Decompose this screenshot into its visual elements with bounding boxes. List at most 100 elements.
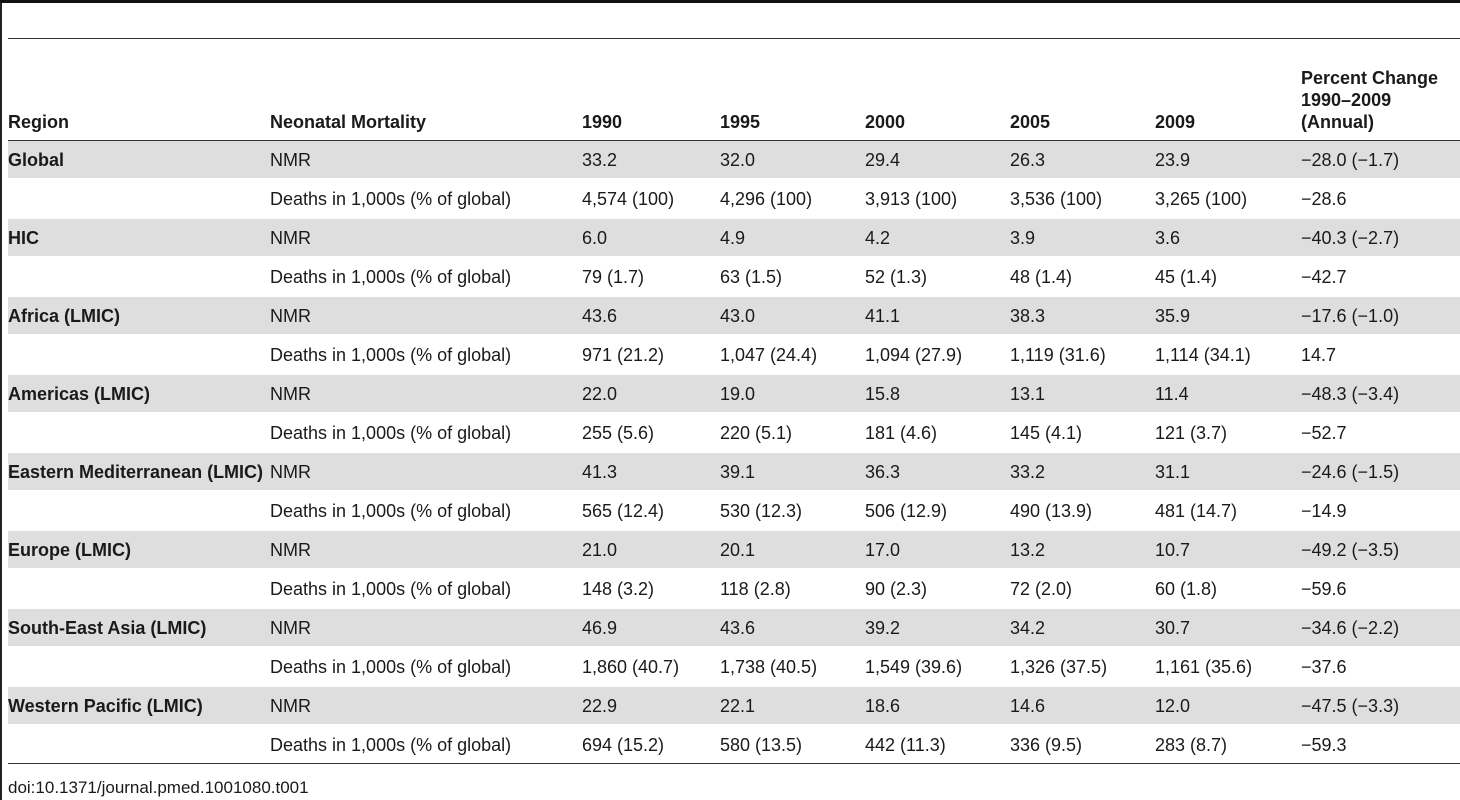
- metric-cell: NMR: [270, 140, 582, 180]
- value-2000-cell: 90 (2.3): [865, 569, 1010, 609]
- value-1990-cell: 22.0: [582, 374, 720, 414]
- value-2009-cell: 35.9: [1155, 296, 1301, 336]
- value-2009-cell: 121 (3.7): [1155, 413, 1301, 453]
- metric-cell: Deaths in 1,000s (% of global): [270, 413, 582, 453]
- table-body: Global NMR 33.2 32.0 29.4 26.3 23.9 −28.0 (−1.7…: [8, 140, 1460, 764]
- percent-change-cell: −28.6: [1301, 179, 1460, 219]
- table-row: Deaths in 1,000s (% of global) 148 (3.2) 1…: [8, 569, 1460, 609]
- value-1995-cell: 20.1: [720, 530, 865, 570]
- region-cell: South-East Asia (LMIC): [8, 608, 270, 648]
- region-cell: [8, 569, 270, 609]
- value-2000-cell: 506 (12.9): [865, 491, 1010, 531]
- percent-change-cell: −24.6 (−1.5): [1301, 452, 1460, 492]
- header-region: Region: [8, 38, 270, 141]
- value-2009-cell: 481 (14.7): [1155, 491, 1301, 531]
- table-row: Deaths in 1,000s (% of global) 79 (1.7) 63…: [8, 257, 1460, 297]
- value-2000-cell: 36.3: [865, 452, 1010, 492]
- value-1990-cell: 971 (21.2): [582, 335, 720, 375]
- metric-cell: NMR: [270, 608, 582, 648]
- region-cell: [8, 647, 270, 687]
- value-1990-cell: 565 (12.4): [582, 491, 720, 531]
- value-2000-cell: 442 (11.3): [865, 725, 1010, 764]
- table-container: Region Neonatal Mortality 1990 1995 2000…: [8, 38, 1460, 764]
- value-2009-cell: 3,265 (100): [1155, 179, 1301, 219]
- metric-cell: Deaths in 1,000s (% of global): [270, 647, 582, 687]
- metric-cell: Deaths in 1,000s (% of global): [270, 257, 582, 297]
- region-cell: [8, 491, 270, 531]
- percent-change-cell: −48.3 (−3.4): [1301, 374, 1460, 414]
- value-2009-cell: 23.9: [1155, 140, 1301, 180]
- value-2005-cell: 38.3: [1010, 296, 1155, 336]
- region-cell: HIC: [8, 218, 270, 258]
- table-row: Deaths in 1,000s (% of global) 971 (21.2)…: [8, 335, 1460, 375]
- top-rule: [0, 0, 1460, 3]
- value-1990-cell: 21.0: [582, 530, 720, 570]
- value-2005-cell: 1,326 (37.5): [1010, 647, 1155, 687]
- header-2009: 2009: [1155, 38, 1301, 141]
- value-2000-cell: 15.8: [865, 374, 1010, 414]
- value-1995-cell: 1,738 (40.5): [720, 647, 865, 687]
- header-2000: 2000: [865, 38, 1010, 141]
- value-2005-cell: 13.2: [1010, 530, 1155, 570]
- value-2005-cell: 26.3: [1010, 140, 1155, 180]
- region-cell: Europe (LMIC): [8, 530, 270, 570]
- value-1995-cell: 580 (13.5): [720, 725, 865, 764]
- value-2000-cell: 3,913 (100): [865, 179, 1010, 219]
- percent-change-cell: −28.0 (−1.7): [1301, 140, 1460, 180]
- metric-cell: NMR: [270, 218, 582, 258]
- value-2005-cell: 72 (2.0): [1010, 569, 1155, 609]
- value-2000-cell: 181 (4.6): [865, 413, 1010, 453]
- metric-cell: NMR: [270, 452, 582, 492]
- value-1990-cell: 22.9: [582, 686, 720, 726]
- table-row: Deaths in 1,000s (% of global) 694 (15.2)…: [8, 725, 1460, 764]
- percent-change-cell: −17.6 (−1.0): [1301, 296, 1460, 336]
- header-1995: 1995: [720, 38, 865, 141]
- percent-change-cell: −40.3 (−2.7): [1301, 218, 1460, 258]
- value-1995-cell: 63 (1.5): [720, 257, 865, 297]
- metric-cell: NMR: [270, 374, 582, 414]
- header-2005: 2005: [1010, 38, 1155, 141]
- value-1990-cell: 79 (1.7): [582, 257, 720, 297]
- value-1995-cell: 43.0: [720, 296, 865, 336]
- percent-change-cell: 14.7: [1301, 335, 1460, 375]
- value-2009-cell: 11.4: [1155, 374, 1301, 414]
- region-cell: Eastern Mediterranean (LMIC): [8, 452, 270, 492]
- header-percent-change: Percent Change 1990–2009 (Annual): [1301, 38, 1460, 141]
- value-1990-cell: 46.9: [582, 608, 720, 648]
- value-2009-cell: 1,161 (35.6): [1155, 647, 1301, 687]
- metric-cell: Deaths in 1,000s (% of global): [270, 335, 582, 375]
- region-cell: [8, 413, 270, 453]
- table-row: Deaths in 1,000s (% of global) 1,860 (40.…: [8, 647, 1460, 687]
- value-2009-cell: 283 (8.7): [1155, 725, 1301, 764]
- percent-change-cell: −34.6 (−2.2): [1301, 608, 1460, 648]
- value-1990-cell: 255 (5.6): [582, 413, 720, 453]
- region-cell: Americas (LMIC): [8, 374, 270, 414]
- header-1990: 1990: [582, 38, 720, 141]
- value-2005-cell: 13.1: [1010, 374, 1155, 414]
- value-2005-cell: 336 (9.5): [1010, 725, 1155, 764]
- value-2000-cell: 1,094 (27.9): [865, 335, 1010, 375]
- region-cell: [8, 335, 270, 375]
- value-2009-cell: 1,114 (34.1): [1155, 335, 1301, 375]
- value-1995-cell: 220 (5.1): [720, 413, 865, 453]
- value-2009-cell: 30.7: [1155, 608, 1301, 648]
- table-row: Global NMR 33.2 32.0 29.4 26.3 23.9 −28.0 (−1.7…: [8, 140, 1460, 180]
- value-1995-cell: 4.9: [720, 218, 865, 258]
- value-2000-cell: 1,549 (39.6): [865, 647, 1010, 687]
- value-2000-cell: 4.2: [865, 218, 1010, 258]
- metric-cell: NMR: [270, 530, 582, 570]
- percent-change-cell: −49.2 (−3.5): [1301, 530, 1460, 570]
- region-cell: [8, 725, 270, 764]
- value-1990-cell: 41.3: [582, 452, 720, 492]
- table-row: Western Pacific (LMIC) NMR 22.9 22.1 18.6 14.…: [8, 686, 1460, 726]
- value-1990-cell: 4,574 (100): [582, 179, 720, 219]
- value-1995-cell: 4,296 (100): [720, 179, 865, 219]
- percent-change-cell: −42.7: [1301, 257, 1460, 297]
- value-2000-cell: 39.2: [865, 608, 1010, 648]
- value-2005-cell: 1,119 (31.6): [1010, 335, 1155, 375]
- percent-change-cell: −47.5 (−3.3): [1301, 686, 1460, 726]
- metric-cell: NMR: [270, 686, 582, 726]
- region-cell: [8, 179, 270, 219]
- value-2005-cell: 145 (4.1): [1010, 413, 1155, 453]
- region-cell: Western Pacific (LMIC): [8, 686, 270, 726]
